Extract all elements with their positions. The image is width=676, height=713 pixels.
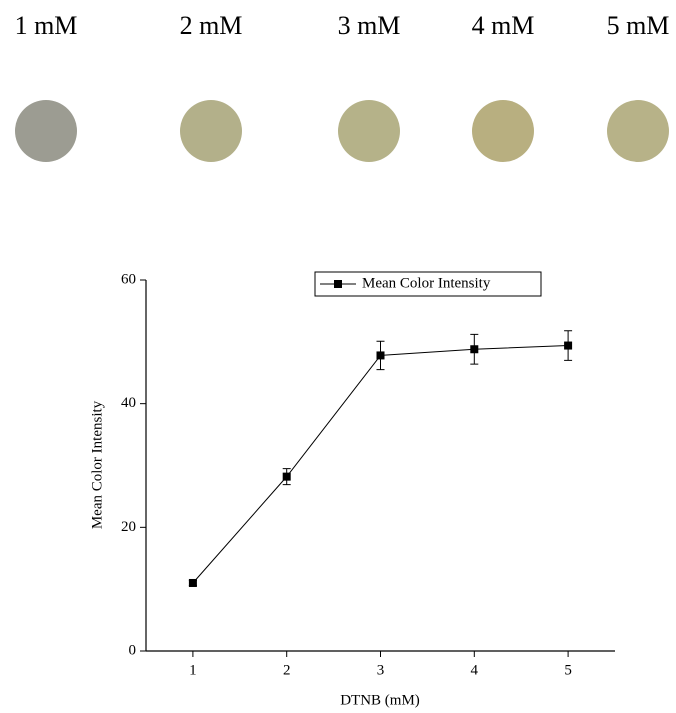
- marker: [564, 341, 573, 350]
- legend-text: Mean Color Intensity: [362, 275, 491, 291]
- y-tick-label: 0: [129, 642, 137, 658]
- marker: [282, 472, 291, 481]
- spot: [607, 100, 669, 162]
- y-tick-label: 60: [121, 271, 136, 287]
- x-axis-title: DTNB (mM): [340, 692, 420, 708]
- x-tick-label: 5: [564, 662, 572, 678]
- legend-marker: [334, 280, 342, 288]
- y-axis-title: Mean Color Intensity: [89, 400, 105, 529]
- x-tick-label: 3: [377, 662, 385, 678]
- spot: [15, 100, 77, 162]
- y-tick-label: 20: [121, 519, 136, 535]
- marker: [188, 578, 197, 587]
- marker: [376, 351, 385, 360]
- x-tick-label: 1: [189, 662, 197, 678]
- spot: [180, 100, 242, 162]
- y-tick-label: 40: [121, 395, 136, 411]
- spot-label: 4 mM: [472, 11, 535, 40]
- spot: [472, 100, 534, 162]
- spot: [338, 100, 400, 162]
- x-tick-label: 4: [471, 662, 479, 678]
- x-tick-label: 2: [283, 662, 291, 678]
- spot-label: 2 mM: [180, 11, 243, 40]
- spot-label: 5 mM: [607, 11, 670, 40]
- spot-label: 1 mM: [15, 11, 78, 40]
- spot-label: 3 mM: [338, 11, 401, 40]
- marker: [470, 345, 479, 354]
- series-line: [192, 345, 569, 584]
